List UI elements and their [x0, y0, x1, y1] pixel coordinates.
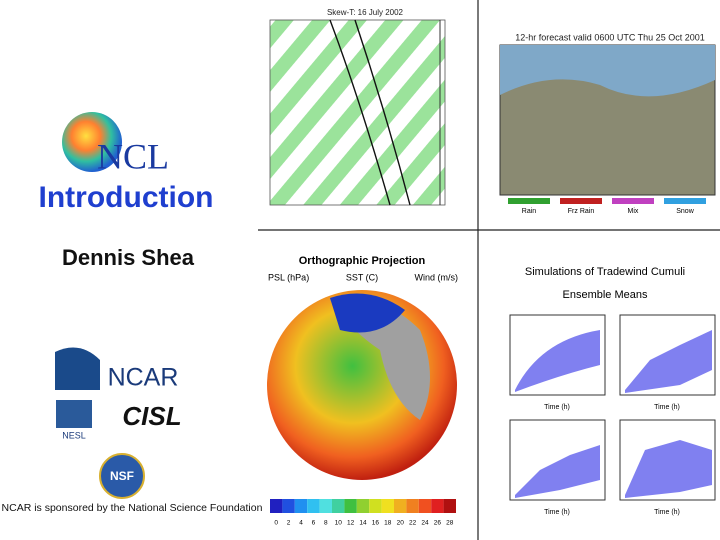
- colorbar-swatch: [381, 499, 394, 513]
- legend-label: Rain: [522, 208, 537, 215]
- cumuli-title: Simulations of Tradewind Cumuli: [525, 266, 685, 278]
- colorbar-swatch: [332, 499, 345, 513]
- ortho-label: PSL (hPa): [268, 272, 309, 282]
- colorbar-label: 28: [446, 520, 454, 527]
- ncar-logo: NCAR: [108, 364, 179, 392]
- legend-swatch: [664, 198, 706, 204]
- cold-water: [330, 293, 405, 333]
- band: [515, 445, 600, 498]
- band: [625, 440, 712, 498]
- skewt-plot: [269, 19, 446, 206]
- cisl-logo: CISL: [122, 401, 181, 431]
- legend-swatch: [612, 198, 654, 204]
- colorbar-label: 10: [335, 520, 343, 527]
- skewt-title: Skew-T: 16 July 2002: [327, 8, 404, 17]
- legend-swatch: [560, 198, 602, 204]
- colorbar-swatch: [319, 499, 332, 513]
- heading: Introduction: [39, 181, 214, 214]
- colorbar-swatch: [369, 499, 382, 513]
- colorbar-swatch: [344, 499, 357, 513]
- colorbar-label: 22: [409, 520, 417, 527]
- colorbar-label: 0: [274, 520, 278, 527]
- legend-label: Snow: [676, 208, 694, 215]
- colorbar-swatch: [270, 499, 283, 513]
- colorbar-swatch: [356, 499, 370, 513]
- ortho-label: SST (C): [346, 272, 378, 282]
- forecast-title: 12-hr forecast valid 0600 UTC Thu 25 Oct…: [515, 32, 704, 42]
- axis-label: Time (h): [654, 509, 680, 516]
- colorbar-label: 24: [421, 520, 429, 527]
- ortho-title: Orthographic Projection: [299, 255, 426, 267]
- colorbar-swatch: [394, 499, 407, 513]
- colorbar-label: 4: [299, 520, 303, 527]
- ortho-label: Wind (m/s): [415, 272, 459, 282]
- cumuli-title: Ensemble Means: [563, 289, 648, 301]
- colorbar-label: 26: [434, 520, 442, 527]
- band: [625, 330, 712, 393]
- cumuli-panels: [509, 314, 716, 501]
- axis-label: Time (h): [544, 404, 570, 411]
- colorbar-swatch: [294, 499, 308, 513]
- axis-label: Time (h): [654, 404, 680, 411]
- map-water: [500, 45, 715, 97]
- legend-swatch: [508, 198, 550, 204]
- colorbar-swatch: [431, 499, 444, 513]
- nsf-logo: NSF: [110, 469, 134, 483]
- colorbar-swatch: [418, 499, 432, 513]
- colorbar-label: 12: [347, 520, 355, 527]
- legend-label: Frz Rain: [568, 208, 595, 215]
- legend-label: Mix: [628, 208, 639, 215]
- colorbar-swatch: [443, 499, 456, 513]
- nesl-logo: NESL: [62, 430, 86, 440]
- nesl-mark: [56, 400, 92, 428]
- nsf-seal: [99, 453, 145, 499]
- colorbar-label: 16: [372, 520, 380, 527]
- colorbar-label: 2: [287, 520, 291, 527]
- colorbar-swatch: [282, 499, 295, 513]
- colorbar: 0 2 4 6 8 10 12 14 16 18 20 22 24 26 28: [270, 499, 456, 527]
- sponsor-text: NCAR is sponsored by the National Scienc…: [2, 502, 263, 514]
- sounding: [329, 19, 411, 206]
- ncl-logo: NCL: [97, 136, 169, 176]
- ncar-mark: [55, 347, 100, 390]
- band: [515, 330, 600, 392]
- author: Dennis Shea: [62, 245, 195, 270]
- axis-label: Time (h): [544, 509, 570, 516]
- colorbar-swatch: [307, 499, 320, 513]
- colorbar-label: 18: [384, 520, 392, 527]
- colorbar-label: 14: [359, 520, 367, 527]
- colorbar-swatch: [406, 499, 419, 513]
- colorbar-label: 20: [397, 520, 405, 527]
- ncl-globe: [62, 112, 122, 172]
- colorbar-label: 8: [324, 520, 328, 527]
- colorbar-label: 6: [312, 520, 316, 527]
